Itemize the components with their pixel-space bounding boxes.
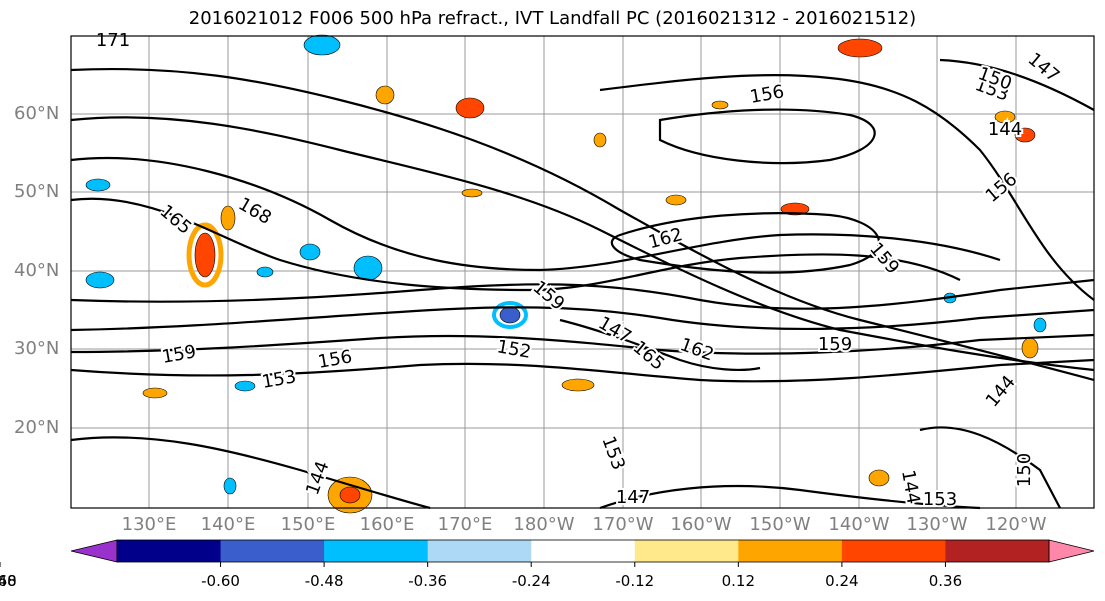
colorbar-segment [738, 540, 843, 562]
longitude-label: 180°W [513, 514, 575, 535]
longitude-label: 140°W [828, 514, 890, 535]
refractivity-contours [70, 58, 1095, 510]
shaded-anomalies [85, 34, 1047, 514]
colorbar-segment [841, 540, 946, 562]
longitude-label: 150°W [749, 514, 811, 535]
longitude-label: 120°W [985, 514, 1047, 535]
colorbar-tick-label: -0.60 [201, 572, 240, 590]
longitude-label: 170°W [592, 514, 654, 535]
colorbar-tick-label: -0.48 [304, 572, 344, 590]
map-title: 2016021012 F006 500 hPa refract., IVT La… [188, 8, 917, 29]
colorbar-tick-label: 0.48 [0, 572, 17, 590]
colorbar-tick-label: -0.12 [615, 572, 655, 590]
latitude-label: 60°N [14, 103, 60, 124]
longitude-label: 150°E [280, 514, 336, 535]
colorbar-segment [324, 540, 429, 562]
colorbar-tick-label: -0.24 [511, 572, 551, 590]
contour-label: 144 [988, 119, 1022, 140]
longitude-label: 160°E [359, 514, 415, 535]
contour-label: 171 [96, 30, 130, 51]
colorbar-tick-label: 0.60 [0, 572, 17, 590]
latitude-label: 30°N [14, 338, 60, 359]
contour-label: 153 [923, 489, 957, 510]
colorbar-segment [945, 540, 1050, 562]
colorbar-tick-label: -0.36 [408, 572, 448, 590]
longitude-label: 130°E [121, 514, 177, 535]
colorbar-segment [220, 540, 325, 562]
colorbar-extend-low [70, 539, 118, 563]
contour-label: 150 [1014, 453, 1035, 487]
colorbar-segment [117, 540, 222, 562]
colorbar-outline [116, 539, 1050, 563]
colorbar-tick-label: 0.12 [721, 572, 756, 590]
colorbar [0, 539, 1095, 567]
longitude-label: 140°E [200, 514, 256, 535]
colorbar-segment [531, 540, 636, 562]
colorbar-segment [634, 540, 739, 562]
colorbar-segment [427, 540, 532, 562]
contour-label: 159 [818, 334, 852, 355]
map-frame [70, 35, 1095, 509]
latitude-label: 50°N [14, 181, 60, 202]
longitude-label: 160°W [670, 514, 732, 535]
longitude-label: 130°W [906, 514, 968, 535]
latitude-label: 40°N [14, 260, 60, 281]
latitude-label: 20°N [14, 417, 60, 438]
colorbar-tick-label: 0.36 [928, 572, 963, 590]
contour-label: 147 [616, 487, 650, 508]
longitude-label: 170°E [437, 514, 493, 535]
colorbar-extend-high [1048, 539, 1095, 563]
colorbar-tick-label: 0.24 [825, 572, 859, 590]
contour-label: 156 [316, 346, 353, 373]
